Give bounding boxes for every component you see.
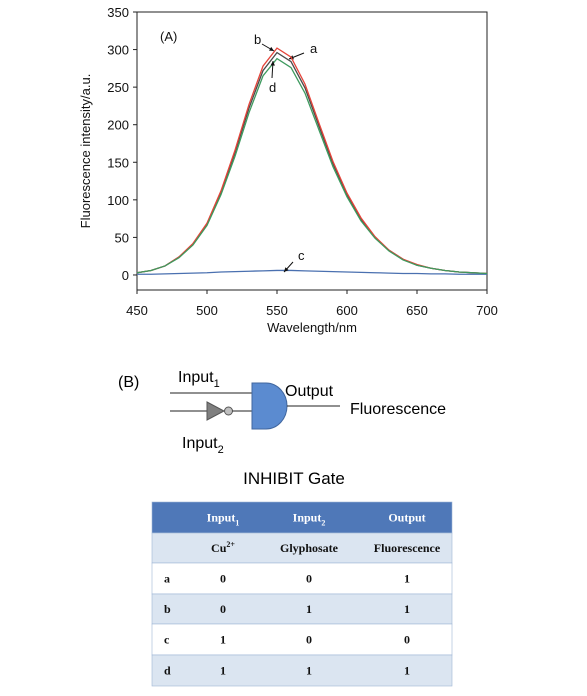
series-line xyxy=(137,269,487,275)
cell-text: Output xyxy=(388,511,425,525)
series-label: d xyxy=(269,80,276,95)
logic-diagram: (B) Input1 Input2 Output Fluorescence IN… xyxy=(118,369,446,488)
table-cell: c xyxy=(164,633,170,647)
chart: (A) Wavelength/nm Fluorescence intensity… xyxy=(78,5,498,335)
input-sub: 2 xyxy=(218,444,224,456)
plot-frame xyxy=(136,11,488,291)
arrow-head xyxy=(269,46,274,51)
series-line xyxy=(136,57,488,275)
y-tick-label: 250 xyxy=(107,80,129,95)
arrow-head xyxy=(270,61,275,66)
table-row xyxy=(151,562,453,595)
not-gate xyxy=(206,401,226,421)
cell-text: Input xyxy=(207,511,236,525)
table-cell: 0 xyxy=(404,633,410,647)
y-tick-label: 350 xyxy=(107,5,129,20)
table-row xyxy=(151,532,453,564)
table-cell: b xyxy=(164,602,171,616)
header-row xyxy=(151,501,453,534)
subheader-cell: Fluorescence xyxy=(374,541,441,555)
table-cell: 1 xyxy=(220,664,226,678)
table-cell: 0 xyxy=(220,602,226,616)
header-cell: Output xyxy=(388,511,425,525)
table-cell: 1 xyxy=(404,602,410,616)
x-tick-label: 700 xyxy=(476,303,498,318)
output-label: Output xyxy=(285,383,334,400)
table-cell: 0 xyxy=(220,572,226,586)
arrow-head xyxy=(284,267,289,272)
panel-label: (B) xyxy=(118,374,139,391)
series-line xyxy=(136,47,488,275)
y-tick-label: 0 xyxy=(122,268,129,283)
input-text: Input xyxy=(178,369,214,386)
input-text: Input xyxy=(182,435,218,452)
header-cell: Input2 xyxy=(293,511,326,528)
table-row xyxy=(151,623,453,656)
x-tick-label: 550 xyxy=(266,303,288,318)
x-tick-label: 450 xyxy=(126,303,148,318)
table-cell: 1 xyxy=(404,664,410,678)
input2-label: Input2 xyxy=(182,435,224,456)
series-label: b xyxy=(254,32,261,47)
table-cell: 1 xyxy=(306,664,312,678)
table-cell: 1 xyxy=(220,633,226,647)
table-cell: 1 xyxy=(404,572,410,586)
table-cell: 1 xyxy=(306,602,312,616)
result-label: Fluorescence xyxy=(350,401,446,418)
y-tick-label: 100 xyxy=(107,193,129,208)
cell-text: Input xyxy=(293,511,322,525)
panel-label: (A) xyxy=(160,29,177,44)
y-tick-label: 150 xyxy=(107,155,129,170)
x-tick-label: 500 xyxy=(196,303,218,318)
table-cell: d xyxy=(164,664,171,678)
table-row xyxy=(151,654,453,687)
series-line xyxy=(136,51,488,275)
y-tick-label: 50 xyxy=(115,230,129,245)
y-tick-label: 300 xyxy=(107,43,129,58)
input-sub: 1 xyxy=(214,378,220,390)
x-tick-label: 600 xyxy=(336,303,358,318)
subheader-cell: Cu2+ xyxy=(211,540,235,555)
and-gate xyxy=(251,382,288,430)
cell-sub: 2 xyxy=(321,519,325,528)
caption: INHIBIT Gate xyxy=(243,469,345,488)
cell-sup: 2+ xyxy=(226,540,235,549)
not-bubble xyxy=(224,406,233,416)
table-cell: a xyxy=(164,572,170,586)
series-label: a xyxy=(310,41,318,56)
table-cell: 0 xyxy=(306,572,312,586)
x-axis-label: Wavelength/nm xyxy=(267,320,357,335)
cell-text: Glyphosate xyxy=(280,541,339,555)
series-label: c xyxy=(298,248,305,263)
subheader-cell: Glyphosate xyxy=(280,541,339,555)
table-cell: 0 xyxy=(306,633,312,647)
input1-label: Input1 xyxy=(178,369,220,390)
cell-text: Cu xyxy=(211,541,227,555)
y-tick-label: 200 xyxy=(107,118,129,133)
x-tick-label: 650 xyxy=(406,303,428,318)
cell-sub: 1 xyxy=(235,519,239,528)
header-cell: Input1 xyxy=(207,511,240,528)
cell-text: Fluorescence xyxy=(374,541,441,555)
y-axis-label: Fluorescence intensity/a.u. xyxy=(78,74,93,229)
